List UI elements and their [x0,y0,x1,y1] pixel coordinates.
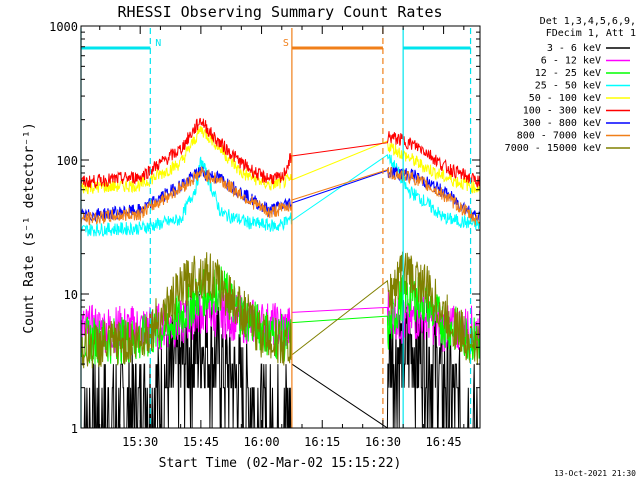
legend: Det 1,3,4,5,6,9,FDecim 1, Att 1 3 - 6 keV… [505,16,636,154]
chart-title: RHESSI Observing Summary Count Rates [117,3,442,21]
legend-label-7: 300 - 800 keV [523,118,601,129]
x-axis-label: Start Time (02-Mar-02 15:15:22) [159,456,402,471]
y-tick-label-1: 1 [71,422,78,436]
legend-label-8: 800 - 7000 keV [517,131,601,142]
axes: 1 10 100 1000 15:30 15:45 16:00 16:15 16:30 16:45 [49,20,481,449]
series-line-4-part-1 [80,156,292,237]
series-line-8-part-1 [80,165,292,226]
legend-header-1: Det 1,3,4,5,6,9, [540,16,636,27]
x-tick-label-1630: 16:30 [365,435,401,449]
flag-label-2: S [283,38,289,49]
x-tick-label-1600: 16:00 [243,435,279,449]
series-line-6-part-2 [291,131,481,188]
legend-label-4: 25 - 50 keV [535,81,601,92]
y-tick-label-100: 100 [56,154,78,168]
y-tick-label-1000: 1000 [49,20,78,34]
x-tick-label-1615: 16:15 [304,435,340,449]
plot-frame [80,25,481,429]
y-axis-label: Count Rate (s⁻¹ detector⁻¹) [22,122,37,333]
series-line-8-part-2 [291,166,481,226]
x-tick-label-1545: 15:45 [183,435,219,449]
series-line-6-part-1 [80,117,292,190]
x-tick-label-1645: 16:45 [426,435,462,449]
y-tick-label-10: 10 [64,288,78,302]
legend-label-3: 12 - 25 keV [535,68,601,79]
legend-label-2: 6 - 12 keV [541,56,601,67]
legend-label-6: 100 - 300 keV [523,106,601,117]
legend-label-5: 50 - 100 keV [529,93,601,104]
x-tick-label-1530: 15:30 [122,435,158,449]
series-line-5-part-2 [291,140,481,194]
footer-date: 13-Oct-2021 21:30 [554,469,636,478]
legend-header-2: FDecim 1, Att 1 [546,28,636,39]
flag-label-1: N [155,38,161,49]
legend-label-1: 3 - 6 keV [547,43,601,54]
legend-label-9: 7000 - 15000 keV [505,143,601,154]
series-line-9-part-1 [80,252,292,369]
series-line-9-part-2 [291,251,481,365]
